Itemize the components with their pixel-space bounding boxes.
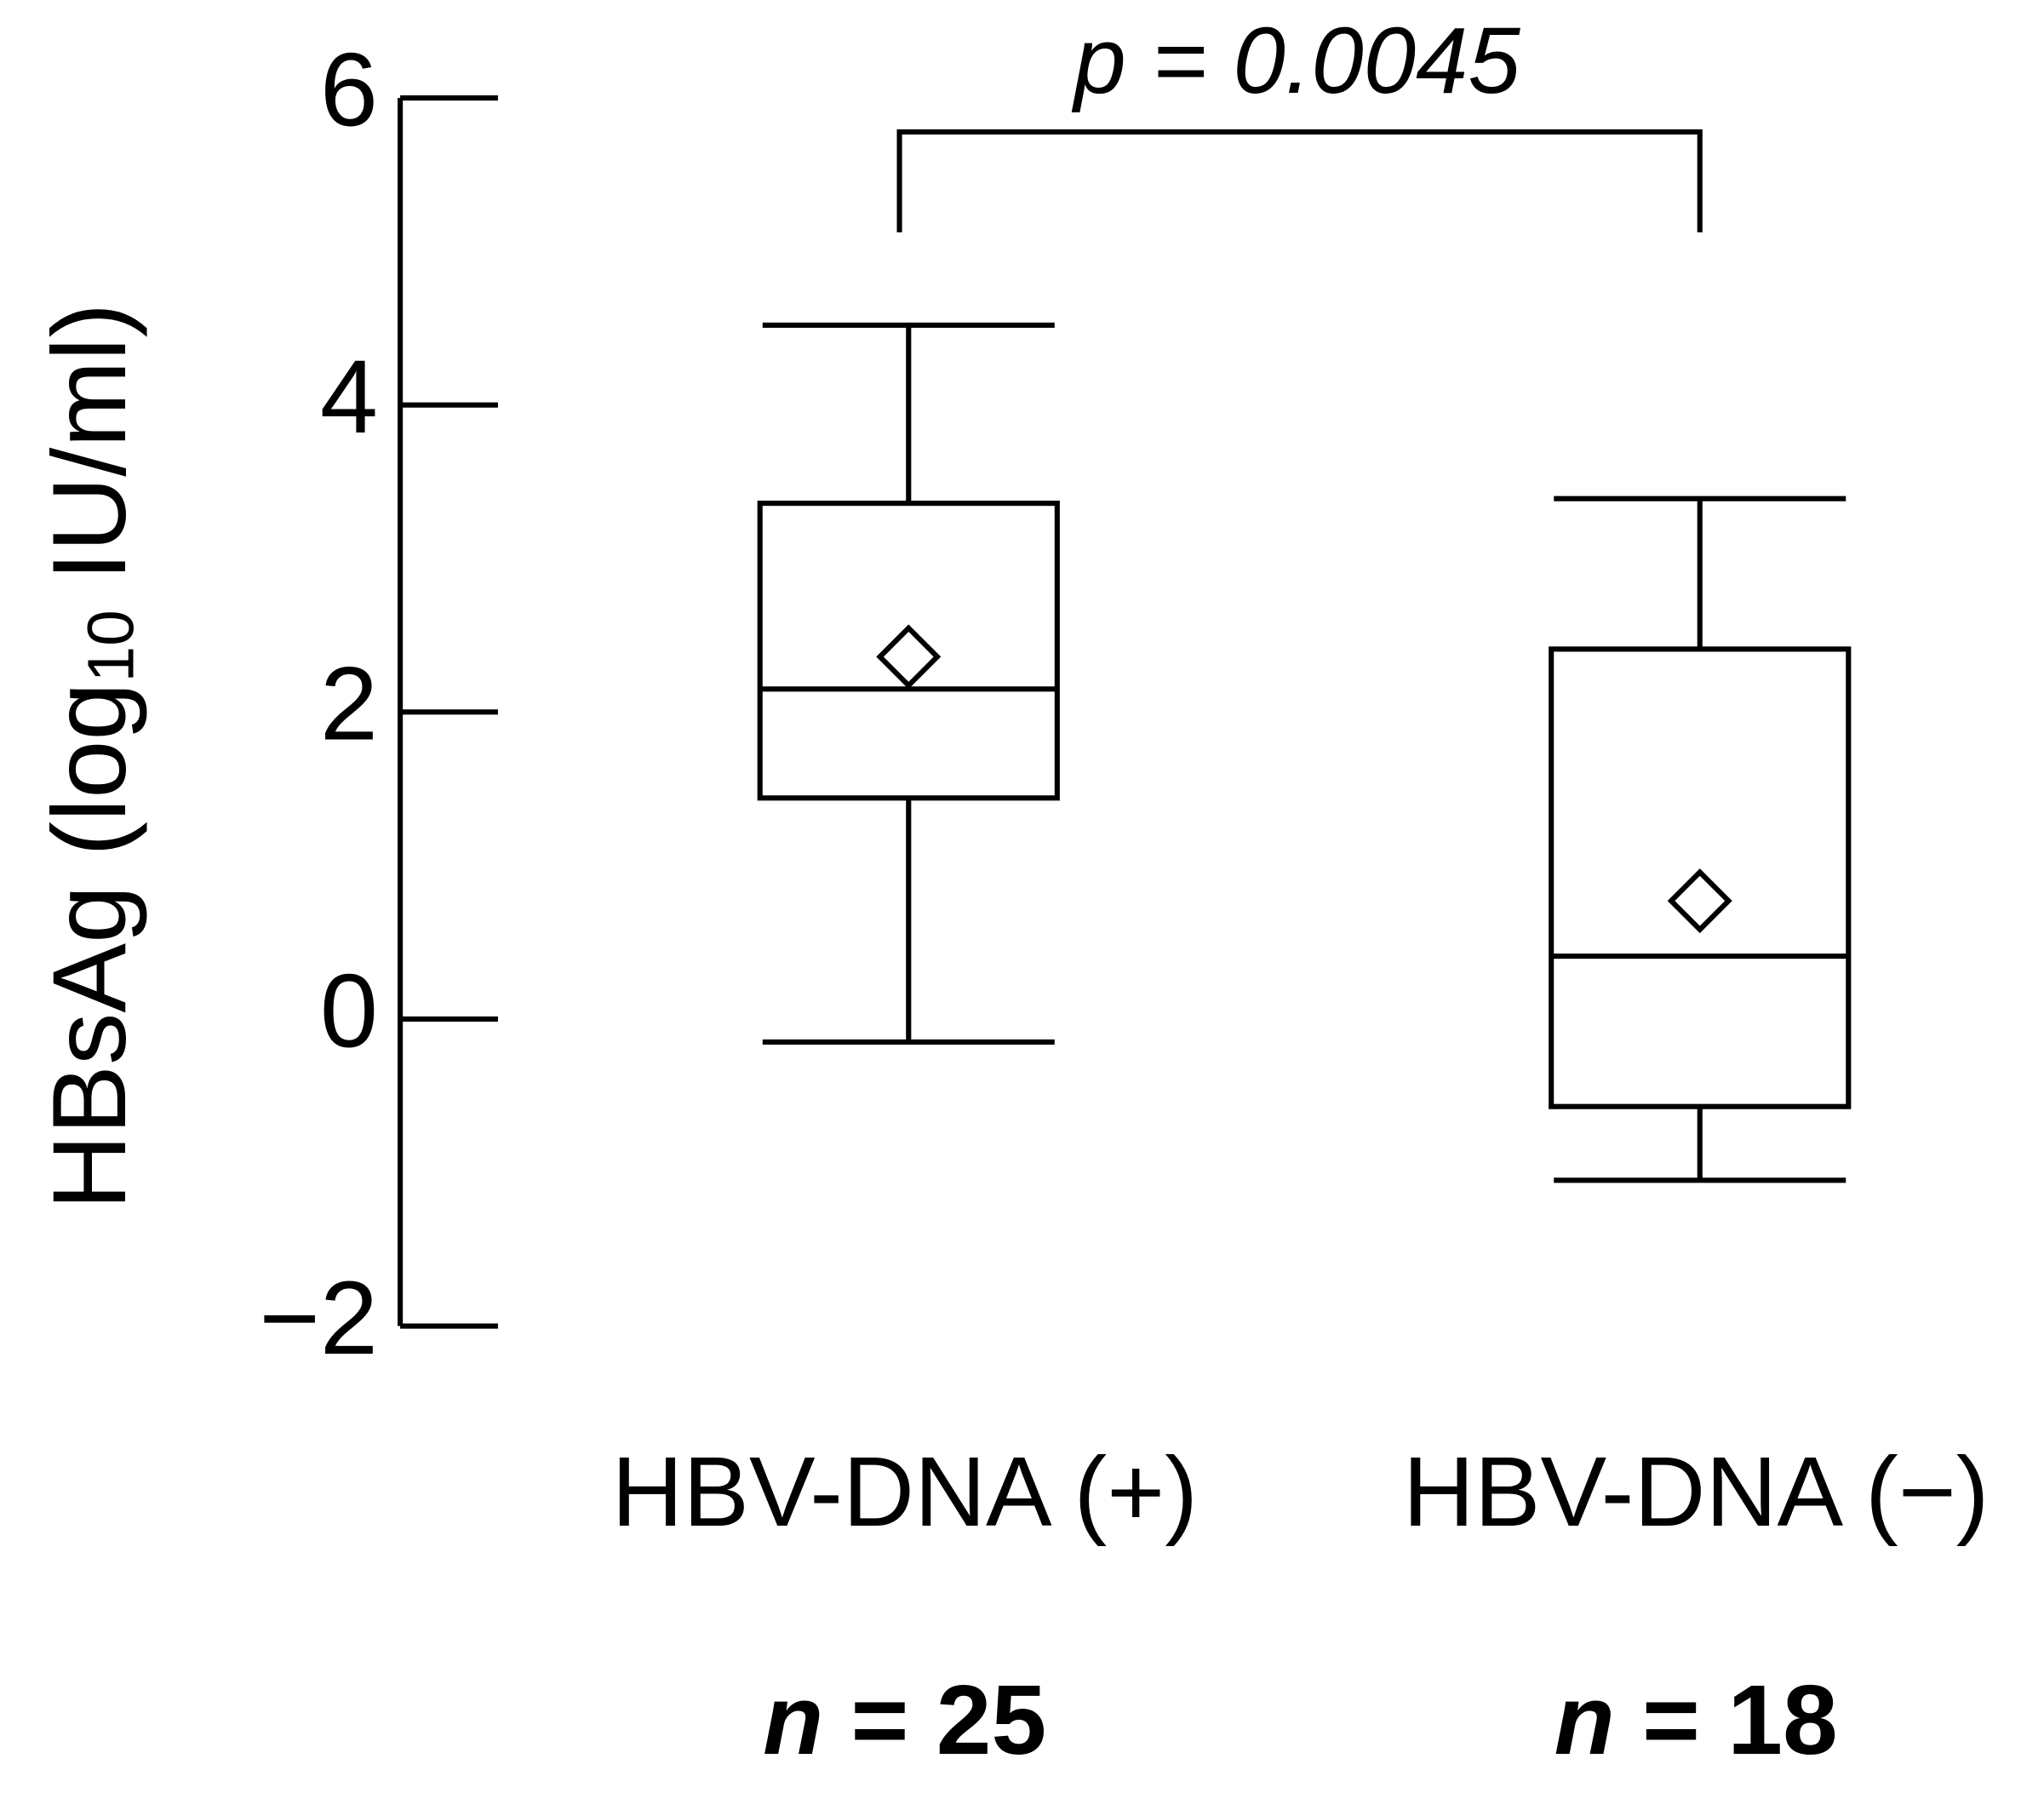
sample-size-value: = 18 (1615, 1664, 1838, 1775)
y-label-part: HBsAg (log (31, 683, 147, 1211)
sample-size: n = 25 (763, 1664, 1046, 1775)
sample-size-symbol: n (1554, 1664, 1615, 1775)
box (757, 501, 1060, 801)
box (1549, 646, 1852, 1109)
y-tick-label: 2 (320, 645, 378, 762)
mean-marker (1667, 868, 1732, 934)
y-tick-label: 4 (320, 338, 378, 455)
y-label-part: IU/ml) (31, 303, 147, 610)
y-axis-label: HBsAg (log10 IU/ml) (31, 303, 147, 1210)
mean-marker (876, 624, 942, 690)
y-tick-label: 6 (320, 31, 378, 147)
y-tick-label: −2 (259, 1259, 378, 1376)
sample-size-value: = 25 (823, 1664, 1046, 1775)
sample-size: n = 18 (1554, 1664, 1838, 1775)
y-label-subscript: 10 (75, 610, 147, 682)
significance-bracket (896, 129, 1703, 232)
p-value-annotation: p = 0.0045 (1072, 9, 1521, 113)
x-tick-label: HBV-DNA (−) (1403, 1436, 1990, 1547)
sample-size-symbol: n (763, 1664, 823, 1775)
x-tick-label: HBV-DNA (+) (611, 1436, 1198, 1547)
y-tick-label: 0 (320, 952, 378, 1068)
